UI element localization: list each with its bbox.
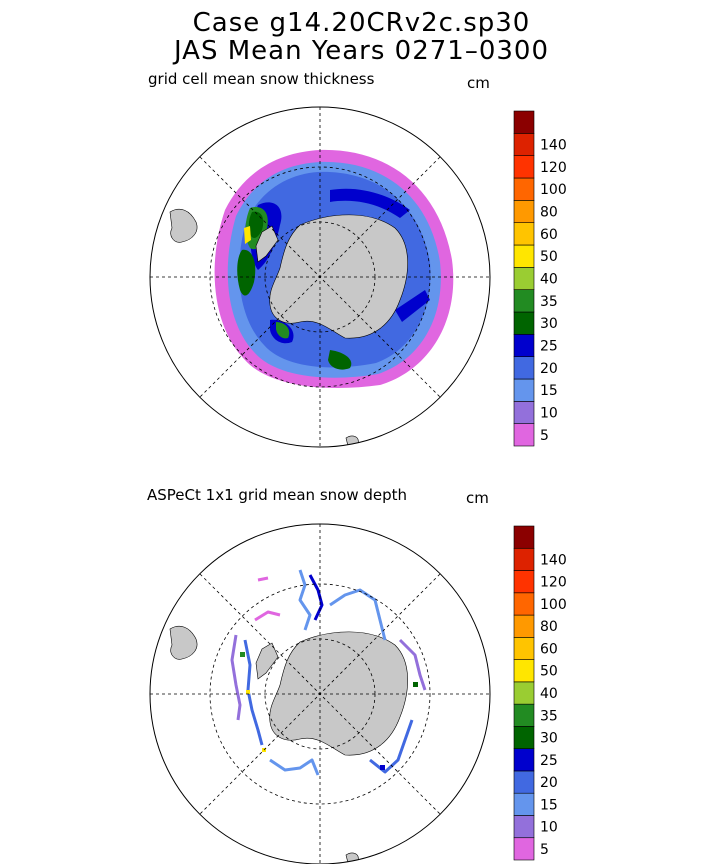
- obs-colorbar-color-block: [513, 637, 535, 660]
- panel-1-subtitle: grid cell mean snow thickness: [148, 70, 375, 88]
- model-colorbar-tick-label: 20: [540, 361, 558, 377]
- model-antarctica: [255, 214, 408, 339]
- obs-graticule: [150, 524, 490, 864]
- obs-colorbar-color-block: [513, 547, 535, 571]
- model-colorbar-tick-label: 80: [540, 205, 558, 221]
- obs-colorbar-tick-label: 40: [540, 686, 558, 702]
- model-colorbar-color-block: [513, 177, 535, 201]
- panel-2-unit: cm: [466, 489, 489, 507]
- colorbar-model: 5 10 15 20 25 30 35 40 50 60 80 100 120 140: [513, 110, 567, 447]
- obs-colorbar-color-block: [513, 614, 535, 638]
- obs-colorbar-tick-label: 80: [540, 619, 558, 635]
- model-colorbar-tick-label: 15: [540, 383, 558, 399]
- obs-colorbar-color-block: [513, 659, 535, 683]
- obs-colorbar-color-block: [513, 748, 535, 772]
- obs-colorbar-color-block: [513, 703, 535, 727]
- obs-colorbar-color-block: [513, 570, 535, 594]
- obs-colorbar-color-block: [513, 792, 535, 816]
- model-colorbar-color-block: [513, 378, 535, 402]
- model-colorbar-tick-label: 10: [540, 406, 558, 422]
- model-colorbar-color-block: [513, 423, 535, 447]
- model-map: [149, 106, 491, 448]
- model-colorbar-tick-label: 100: [540, 182, 567, 198]
- model-graticule: [150, 107, 490, 447]
- model-colorbar-tick-label: 35: [540, 294, 558, 310]
- obs-colorbar-tick-label: 5: [540, 842, 549, 858]
- obs-colorbar-color-block: [513, 592, 535, 616]
- obs-colorbar-color-block: [513, 770, 535, 794]
- model-colorbar-color-block: [513, 244, 535, 268]
- panel-1-unit: cm: [467, 74, 490, 92]
- obs-colorbar-color-block: [513, 525, 535, 549]
- model-colorbar-color-block: [513, 401, 535, 424]
- obs-map-border: [149, 523, 491, 864]
- model-colorbar-color-block: [513, 222, 535, 246]
- panel-2-subtitle: ASPeCt 1x1 grid mean snow depth: [147, 486, 408, 504]
- model-colorbar-tick-label: 40: [540, 272, 558, 288]
- model-colorbar-color-block: [513, 356, 535, 380]
- obs-colorbar-tick-label: 35: [540, 708, 558, 724]
- obs-colorbar-tick-label: 50: [540, 664, 558, 680]
- model-map-border: [149, 106, 491, 448]
- obs-colorbar-tick-label: 100: [540, 597, 567, 613]
- model-colorbar-tick-label: 60: [540, 227, 558, 243]
- obs-colorbar-tick-label: 10: [540, 820, 558, 836]
- model-colorbar-color-block: [513, 133, 535, 156]
- model-colorbar-color-block: [513, 110, 535, 134]
- model-colorbar-color-block: [513, 267, 535, 290]
- obs-map: [149, 523, 491, 864]
- model-colorbar-color-block: [513, 334, 535, 357]
- obs-colorbar-color-block: [513, 726, 535, 749]
- obs-antarctica: [255, 631, 408, 756]
- title-line-1: Case g14.20CRv2c.sp30: [192, 8, 531, 38]
- obs-south-america: [169, 626, 198, 660]
- obs-colorbar-tick-label: 140: [540, 552, 567, 568]
- obs-colorbar-tick-label: 15: [540, 797, 558, 813]
- model-colorbar-color-block: [513, 289, 535, 313]
- model-colorbar-tick-label: 5: [540, 428, 549, 444]
- model-colorbar-color-block: [513, 200, 535, 223]
- model-colorbar-color-block: [513, 311, 535, 335]
- obs-colorbar-tick-label: 25: [540, 753, 558, 769]
- model-colorbar-tick-label: 25: [540, 339, 558, 355]
- obs-colorbar-color-block: [513, 681, 535, 705]
- obs-colorbar-color-block: [513, 837, 535, 861]
- obs-colorbar-tick-label: 120: [540, 575, 567, 591]
- model-colorbar-tick-label: 30: [540, 316, 558, 332]
- title-line-2: JAS Mean Years 0271–0300: [173, 36, 550, 66]
- obs-colorbar-color-block: [513, 815, 535, 839]
- obs-colorbar-tick-label: 20: [540, 775, 558, 791]
- model-colorbar-tick-label: 140: [540, 138, 567, 154]
- obs-colorbar-tick-label: 30: [540, 731, 558, 747]
- model-colorbar-tick-label: 50: [540, 249, 558, 265]
- obs-colorbar-tick-label: 60: [540, 641, 558, 657]
- colorbar-obs: 5 10 15 20 25 30 35 40 50 60 80 100 120 140: [513, 525, 567, 861]
- model-colorbar-tick-label: 120: [540, 160, 567, 176]
- model-south-america: [169, 209, 198, 243]
- model-colorbar-color-block: [513, 155, 535, 179]
